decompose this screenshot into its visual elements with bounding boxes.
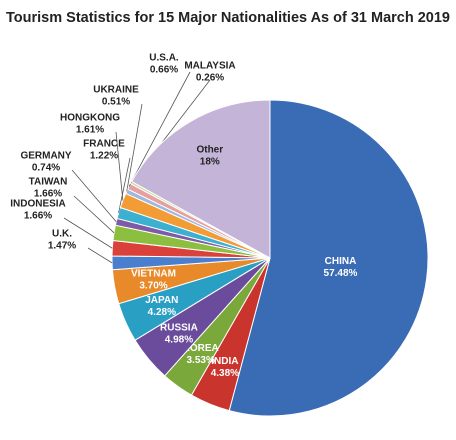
- slice-value-label: 0.51%: [102, 97, 130, 108]
- slice-label: UKRAINE: [93, 85, 139, 96]
- slice-label: KOREA: [183, 343, 219, 354]
- slice-label: CHINA: [325, 256, 357, 267]
- slice-label: U.S.A.: [149, 53, 179, 64]
- slice-value-label: 0.26%: [196, 73, 224, 84]
- slice-value-label: 18%: [200, 157, 220, 168]
- slice-label: INDONESIA: [10, 199, 66, 210]
- slice-value-label: 57.48%: [324, 268, 358, 279]
- slice-label: INDIA: [211, 356, 238, 367]
- slice-value-label: 1.61%: [76, 125, 104, 136]
- leader-line: [128, 71, 191, 187]
- slice-value-label: 1.66%: [34, 189, 62, 200]
- pie-slice: [131, 99, 271, 259]
- leader-line: [63, 217, 113, 249]
- slice-label: Other: [196, 145, 223, 156]
- slice-label: VIETNAM: [131, 268, 176, 279]
- slice-label: MALAYSIA: [184, 61, 235, 72]
- leader-line: [87, 247, 113, 264]
- slice-label: RUSSIA: [160, 322, 198, 333]
- slice-label: U.K.: [52, 229, 72, 240]
- slice-value-label: 0.74%: [32, 163, 60, 174]
- slice-value-label: 1.22%: [90, 151, 118, 162]
- leader-line: [126, 103, 143, 192]
- slice-value-label: 3.53%: [187, 355, 215, 366]
- slice-value-label: 0.66%: [150, 65, 178, 76]
- slice-value-label: 4.98%: [165, 334, 193, 345]
- chart-title: Tourism Statistics for 15 Major National…: [6, 10, 450, 26]
- slice-label: GERMANY: [20, 151, 71, 162]
- slice-label: JAPAN: [145, 295, 178, 306]
- leader-line: [71, 169, 117, 223]
- slice-label: FRANCE: [83, 139, 125, 150]
- slice-value-label: 3.70%: [139, 280, 167, 291]
- slice-value-label: 4.38%: [211, 368, 239, 379]
- leader-line: [115, 131, 124, 201]
- slice-value-label: 1.47%: [48, 241, 76, 252]
- leader-line: [118, 157, 131, 214]
- leader-line: [73, 195, 115, 234]
- slice-label: HONGKONG: [60, 113, 120, 124]
- slice-value-label: 4.28%: [148, 307, 176, 318]
- pie-slice: [228, 99, 429, 417]
- slice-label: TAIWAN: [29, 177, 68, 188]
- slice-value-label: 1.66%: [24, 211, 52, 222]
